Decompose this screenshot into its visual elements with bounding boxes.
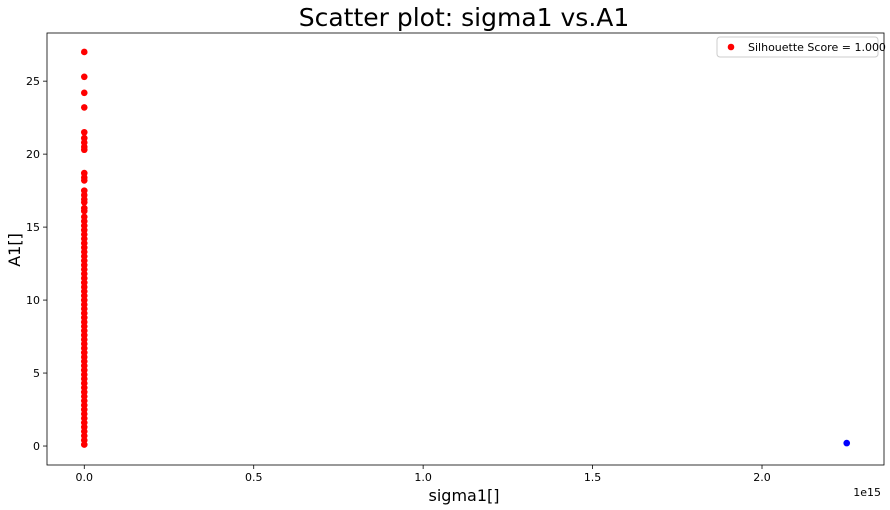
- scatter-point: [80, 104, 88, 111]
- legend-box: [716, 36, 879, 58]
- scatter-point: [80, 441, 88, 448]
- x-tick-label: 2.0: [753, 471, 771, 484]
- axes: 0.0 0.5 1.0 1.5 2.0 0 5 10 15 20 25: [26, 32, 885, 484]
- y-tick-label: 20: [26, 148, 40, 161]
- x-tick-label: 1.5: [584, 471, 602, 484]
- legend-marker: [727, 43, 735, 51]
- scatter-point: [80, 146, 88, 154]
- scatter-point: [80, 128, 88, 136]
- y-tick-label: 10: [26, 294, 40, 307]
- x-tick-label: 0.0: [76, 471, 94, 484]
- scatter-point: [843, 439, 851, 447]
- y-tick-label: 25: [26, 75, 40, 88]
- plot-frame: [46, 32, 885, 466]
- scatter-point: [80, 73, 88, 81]
- scatter-point: [80, 48, 88, 56]
- x-tick-label: 0.5: [245, 471, 263, 484]
- scatter-point: [80, 198, 88, 206]
- y-tick-label: 5: [33, 367, 40, 380]
- x-axis-offset-label: 1e15: [853, 486, 881, 499]
- chart-title: Scatter plot: sigma1 vs.A1: [299, 3, 630, 32]
- x-axis-label: sigma1[]: [429, 486, 500, 505]
- scatter-point: [80, 207, 88, 215]
- y-axis-label: A1[]: [5, 233, 24, 267]
- legend-label: Silhouette Score = 1.000: [748, 41, 886, 54]
- y-tick-label: 15: [26, 221, 40, 234]
- scatter-point: [80, 177, 88, 184]
- plot-area: [80, 48, 851, 448]
- legend: Silhouette Score = 1.000: [716, 36, 886, 58]
- scatter-point: [80, 89, 88, 97]
- y-tick-label: 0: [33, 440, 40, 453]
- x-tick-label: 1.0: [414, 471, 432, 484]
